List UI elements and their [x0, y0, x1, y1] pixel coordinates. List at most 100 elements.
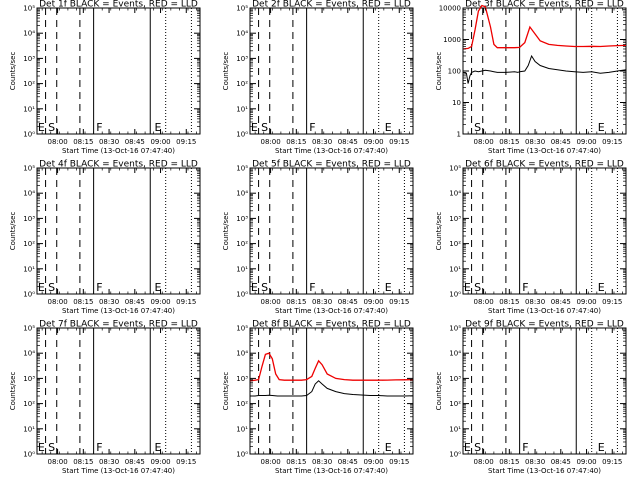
series-line-red [249, 352, 414, 382]
plot-frame [249, 7, 414, 135]
x-tick-label: 09:15 [602, 298, 622, 306]
event-letter: E [598, 121, 605, 134]
x-tick-label: 08:45 [551, 138, 571, 146]
panel-2: Det 2f BLACK = Events, RED = LLD 10⁰ 10¹ 10… [222, 0, 414, 155]
x-tick-label: 08:15 [73, 458, 93, 466]
x-tick-label: 08:30 [525, 458, 545, 466]
x-axis-label: Start Time (13-Oct-16 07:47:40) [275, 307, 388, 315]
x-tick-label: 08:30 [99, 458, 119, 466]
event-letter: E [385, 281, 392, 294]
panel-title: Det 9f BLACK = Events, RED = LLD [465, 320, 624, 330]
x-tick-label: 08:30 [99, 138, 119, 146]
plot-frame [36, 327, 201, 455]
x-tick-label: 09:00 [576, 138, 596, 146]
panel-title: Det 7f BLACK = Events, RED = LLD [39, 320, 198, 330]
y-tick-label: 10² [449, 400, 461, 408]
y-tick-label: 10² [23, 80, 35, 88]
y-tick-label: 10¹ [449, 265, 461, 273]
y-tick-label: 10³ [236, 215, 248, 223]
event-letter: E [385, 121, 392, 134]
y-tick-label: 10² [236, 80, 248, 88]
y-tick-label: 10¹ [236, 265, 248, 273]
event-letter: E [464, 441, 471, 454]
x-tick-label: 09:15 [176, 138, 196, 146]
y-tick-label: 10⁴ [23, 30, 35, 38]
x-axis-label: Start Time (13-Oct-16 07:47:40) [275, 147, 388, 155]
y-tick-label: 10⁴ [449, 350, 461, 358]
x-tick-label: 08:45 [338, 298, 358, 306]
y-axis-label: Counts/sec [222, 372, 230, 411]
event-letter: F [96, 441, 102, 454]
plot-frame [36, 7, 201, 135]
x-axis-label: Start Time (13-Oct-16 07:47:40) [488, 307, 601, 315]
event-letter: F [309, 281, 315, 294]
x-tick-label: 08:30 [525, 138, 545, 146]
y-axis-label: Counts/sec [9, 372, 17, 411]
panel-title: Det 4f BLACK = Events, RED = LLD [39, 160, 198, 170]
y-tick-label: 10⁵ [449, 325, 461, 333]
event-letter: S [261, 121, 268, 134]
y-tick-label: 10⁵ [236, 325, 248, 333]
y-tick-label: 10³ [449, 215, 461, 223]
y-tick-label: 10¹ [449, 425, 461, 433]
event-letter: E [38, 281, 45, 294]
panel-1: Det 1f BLACK = Events, RED = LLD 10⁰ 10¹ 10… [9, 0, 201, 155]
y-tick-label: 10² [236, 400, 248, 408]
y-tick-label: 10⁰ [23, 291, 35, 299]
x-axis-label: Start Time (13-Oct-16 07:47:40) [275, 467, 388, 475]
event-letter: F [96, 121, 102, 134]
y-tick-label: 10¹ [23, 425, 35, 433]
event-letter: S [48, 281, 55, 294]
event-letter: F [522, 281, 528, 294]
y-tick-label: 10⁰ [236, 451, 248, 459]
x-tick-label: 08:15 [499, 138, 519, 146]
x-tick-label: 08:00 [473, 138, 493, 146]
event-letter: E [385, 441, 392, 454]
y-tick-label: 10³ [236, 375, 248, 383]
event-letter: S [474, 121, 481, 134]
y-tick-label: 1 [457, 131, 461, 139]
event-letter: S [48, 441, 55, 454]
event-letter: E [598, 441, 605, 454]
y-tick-label: 10⁵ [23, 325, 35, 333]
x-tick-label: 08:00 [260, 298, 280, 306]
x-tick-label: 09:00 [576, 458, 596, 466]
y-tick-label: 10³ [236, 55, 248, 63]
x-tick-label: 08:15 [499, 458, 519, 466]
x-tick-label: 09:15 [389, 458, 409, 466]
x-axis-label: Start Time (13-Oct-16 07:47:40) [488, 467, 601, 475]
event-letter: F [309, 121, 315, 134]
plot-frame [249, 327, 414, 455]
y-tick-label: 10⁴ [236, 190, 248, 198]
event-letter: E [38, 441, 45, 454]
x-tick-label: 09:15 [176, 298, 196, 306]
y-tick-label: 10⁰ [449, 451, 461, 459]
x-tick-label: 08:00 [47, 298, 67, 306]
event-letter: E [38, 121, 45, 134]
plot-frame [36, 167, 201, 295]
x-tick-label: 08:45 [551, 458, 571, 466]
y-tick-label: 10⁴ [236, 30, 248, 38]
event-letter: S [261, 281, 268, 294]
x-tick-label: 08:45 [125, 138, 145, 146]
event-letter: E [155, 121, 162, 134]
x-tick-label: 08:00 [473, 298, 493, 306]
y-axis-label: Counts/sec [9, 52, 17, 91]
plot-frame [462, 327, 627, 455]
x-tick-label: 08:15 [286, 298, 306, 306]
y-tick-label: 10⁵ [23, 165, 35, 173]
x-tick-label: 08:45 [338, 458, 358, 466]
x-axis-label: Start Time (13-Oct-16 07:47:40) [488, 147, 601, 155]
x-tick-label: 08:15 [286, 458, 306, 466]
y-tick-label: 10⁰ [236, 291, 248, 299]
x-tick-label: 08:00 [260, 138, 280, 146]
event-letter: E [251, 281, 258, 294]
y-axis-label: Counts/sec [435, 372, 443, 411]
x-tick-label: 09:15 [176, 458, 196, 466]
y-tick-label: 10⁵ [236, 165, 248, 173]
y-axis-label: Counts/sec [9, 212, 17, 251]
y-axis-label: Counts/sec [222, 52, 230, 91]
x-tick-label: 08:45 [551, 298, 571, 306]
event-letter: E [251, 121, 258, 134]
